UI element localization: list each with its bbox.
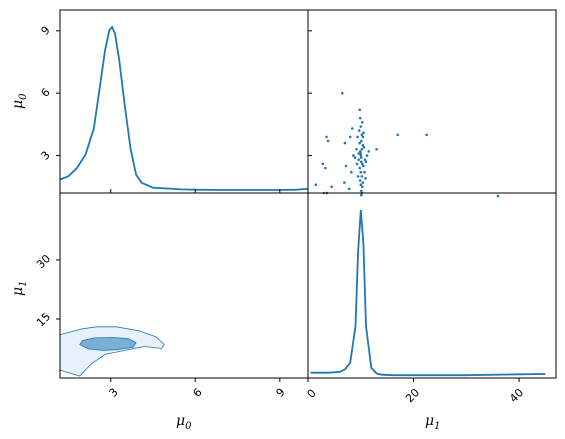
x-tick-label-mu1-20: 20 <box>403 386 422 405</box>
scatter-point <box>356 175 360 178</box>
x-tick-label-mu1-40: 40 <box>507 386 526 405</box>
x-axis-label-mu1: μ1 <box>425 413 440 432</box>
x-tick-label-mu1-0: 0 <box>305 387 319 401</box>
scatter-point <box>358 141 362 145</box>
scatter-point <box>321 162 325 166</box>
scatter-point <box>343 141 347 145</box>
panel-mu0-vs-mu1-scatter <box>314 91 500 198</box>
scatter-point <box>496 194 500 198</box>
scatter-point <box>362 164 365 168</box>
x-axis-label-mu0: μ0 <box>176 413 192 432</box>
scatter-point <box>361 185 364 189</box>
scatter-point <box>359 152 363 155</box>
scatter-point <box>356 135 359 139</box>
panel-mu0-density <box>59 25 308 191</box>
scatter-point <box>364 177 367 180</box>
y-axis-label-mu0: μ0 <box>10 93 29 109</box>
scatter-point <box>360 139 363 143</box>
scatter-point <box>359 125 363 128</box>
scatter-point <box>357 158 361 161</box>
scatter-point <box>365 154 369 157</box>
scatter-point <box>425 133 429 137</box>
scatter-point <box>326 139 330 143</box>
scatter-point <box>350 170 353 174</box>
scatter-point <box>314 183 318 186</box>
scatter-point <box>360 193 363 197</box>
y-tick-label-mu1-15: 15 <box>34 310 53 329</box>
panel-frames <box>59 9 557 379</box>
scatter-point <box>396 133 400 137</box>
scatter-point <box>351 127 354 130</box>
scatter-point <box>359 183 363 186</box>
mu1-density-line <box>310 209 546 377</box>
scatter-point <box>359 154 363 157</box>
panel-mu1-density <box>310 209 546 377</box>
scatter-point <box>330 185 334 189</box>
left-tick-labels: 9 6 3 30 15 <box>34 24 53 330</box>
scatter-point <box>357 129 361 132</box>
scatter-point <box>344 164 348 168</box>
scatter-point <box>363 158 367 161</box>
panel-mu1-vs-mu0-contour <box>59 326 165 377</box>
scatter-point <box>360 148 364 151</box>
scatter-point <box>362 146 366 149</box>
scatter-point <box>375 148 378 151</box>
scatter-point <box>341 91 344 95</box>
scatter-point <box>363 170 366 174</box>
scatter-point <box>360 160 363 164</box>
scatter-point <box>361 121 364 124</box>
frame-mu1-density <box>307 192 557 379</box>
scatter-point <box>324 166 327 170</box>
scatter-point <box>362 131 365 134</box>
scatter-point <box>367 150 371 153</box>
scatter-point <box>360 156 363 159</box>
scatter-point <box>358 150 362 153</box>
scatter-point <box>361 181 365 184</box>
scatter-point <box>360 175 364 178</box>
scatter-point <box>360 189 363 193</box>
scatter-point <box>361 135 365 139</box>
scatter-point <box>355 148 358 151</box>
scatter-point <box>360 133 364 137</box>
scatter-point <box>348 135 352 139</box>
scatter-point <box>352 154 355 157</box>
scatter-point <box>343 181 346 184</box>
scatter-point <box>347 187 351 191</box>
scatter-point <box>355 162 359 166</box>
scatter-point <box>353 156 357 159</box>
mu0-density-line <box>59 25 308 191</box>
y-tick-label-mu1-30: 30 <box>34 252 53 271</box>
contour-outer-level <box>59 326 165 377</box>
scatter-point <box>361 143 365 147</box>
scatter-point <box>357 152 361 155</box>
scatter-point <box>358 116 362 120</box>
bottom-tick-labels: 3 6 9 0 20 40 <box>107 386 527 406</box>
x-tick-label-mu0-9: 9 <box>274 386 288 400</box>
scatter-point <box>358 108 362 112</box>
scatter-point <box>359 170 363 174</box>
tick-marks <box>56 30 520 382</box>
scatter-point <box>364 160 368 164</box>
y-tick-label-mu0-9: 9 <box>39 24 53 38</box>
scatter-point <box>358 166 362 170</box>
scatter-point <box>358 179 362 182</box>
x-tick-label-mu0-6: 6 <box>191 386 205 400</box>
scatter-point <box>361 162 364 166</box>
y-axis-label-mu1: μ1 <box>10 281 29 296</box>
x-tick-label-mu0-3: 3 <box>107 386 121 400</box>
y-tick-label-mu0-6: 6 <box>39 86 53 100</box>
scatter-point <box>325 135 328 139</box>
y-tick-label-mu0-3: 3 <box>39 149 53 163</box>
contour-inner-level <box>79 337 137 351</box>
